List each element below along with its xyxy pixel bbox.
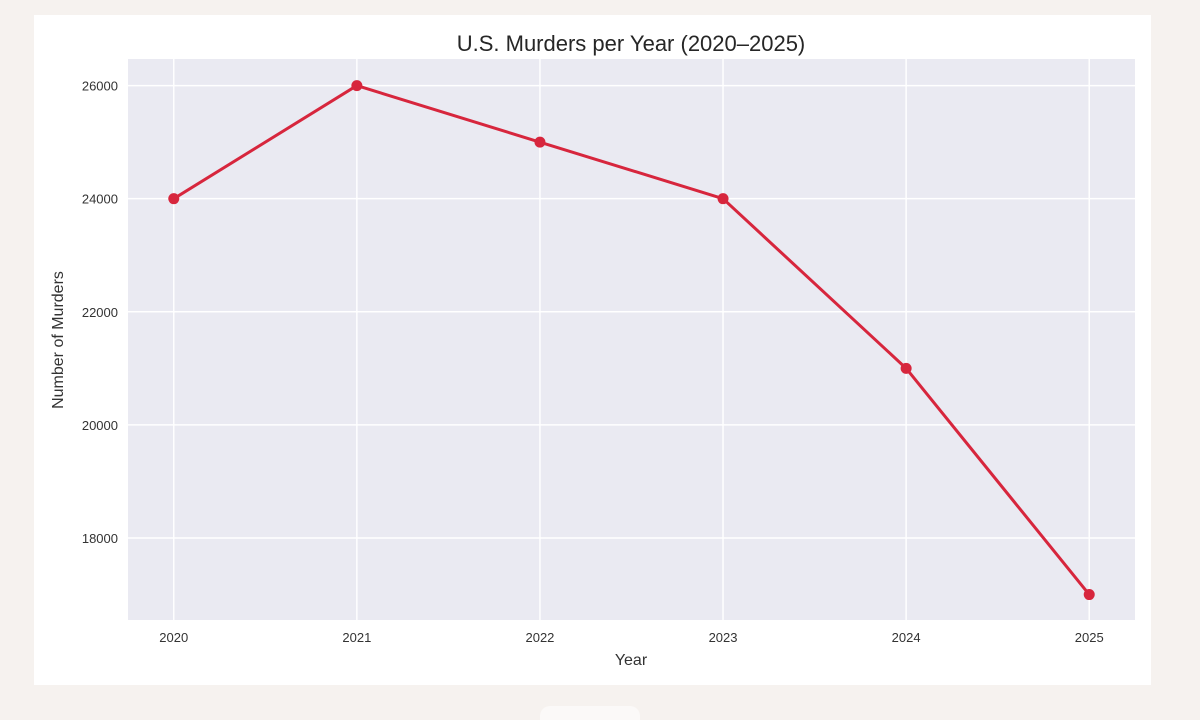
x-tick-label: 2024 [892,630,921,645]
y-tick-label: 22000 [82,305,118,320]
y-tick-labels: 18000 20000 22000 24000 26000 [82,79,118,546]
data-point [534,136,546,148]
bottom-handle [540,706,640,720]
data-point [1083,589,1095,601]
x-tick-label: 2022 [525,630,554,645]
x-tick-labels: 2020 2021 2022 2023 2024 2025 [159,630,1103,645]
data-point [717,193,729,205]
gridlines [128,59,1135,620]
x-tick-label: 2020 [159,630,188,645]
x-axis-label: Year [615,652,648,669]
chart-title: U.S. Murders per Year (2020–2025) [457,31,806,56]
y-tick-label: 20000 [82,418,118,433]
data-point [168,193,180,205]
y-tick-label: 26000 [82,79,118,94]
x-tick-label: 2021 [342,630,371,645]
data-point [900,362,912,374]
x-tick-label: 2023 [709,630,738,645]
y-axis-label: Number of Murders [50,271,67,409]
x-tick-label: 2025 [1075,630,1104,645]
plot-area [128,59,1135,620]
series-line [172,84,1091,596]
y-tick-label: 18000 [82,531,118,546]
data-points [168,80,1095,601]
data-point [351,80,363,92]
y-tick-label: 24000 [82,192,118,207]
